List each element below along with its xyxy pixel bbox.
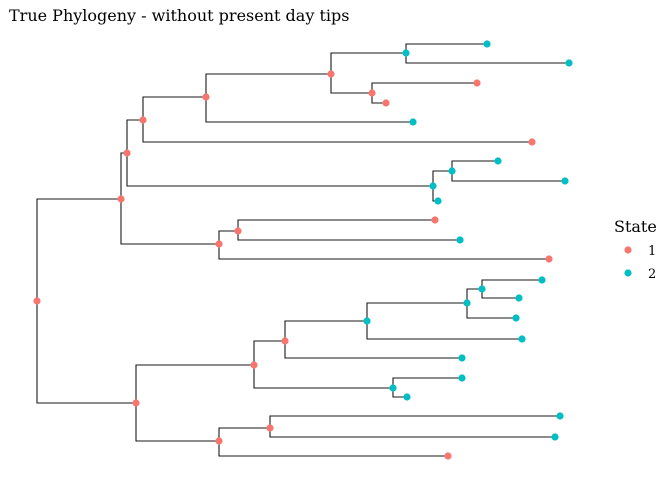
tip-node <box>518 335 526 343</box>
branch <box>218 441 448 457</box>
branch <box>142 120 532 143</box>
internal-node <box>202 93 210 101</box>
tip-node <box>538 276 546 284</box>
branch <box>466 288 482 303</box>
tree-branches <box>36 43 569 457</box>
tip-node <box>483 40 491 48</box>
branch <box>135 364 254 403</box>
branch <box>269 428 555 438</box>
branch <box>451 160 498 171</box>
branch <box>253 340 285 365</box>
tip-node <box>494 157 502 165</box>
tip-node <box>515 294 523 302</box>
branch <box>284 341 462 359</box>
internal-node <box>463 299 471 307</box>
internal-node <box>33 297 41 305</box>
internal-node <box>281 337 289 345</box>
tip-node <box>458 354 466 362</box>
tip-node <box>431 216 439 224</box>
branch <box>405 53 569 64</box>
figure-title: True Phylogeny - without present day tip… <box>9 6 349 25</box>
internal-node <box>123 149 131 157</box>
internal-node <box>389 384 397 392</box>
internal-node <box>266 424 274 432</box>
internal-node <box>215 240 223 248</box>
branch <box>205 73 331 97</box>
internal-node <box>448 167 456 175</box>
legend-title: State <box>614 217 657 236</box>
branch <box>269 415 560 428</box>
tip-node <box>382 99 390 107</box>
internal-node <box>363 317 371 325</box>
branch <box>451 171 565 182</box>
legend: State 1 2 <box>614 217 657 282</box>
branch <box>466 303 516 319</box>
branch <box>481 279 542 289</box>
branch <box>126 153 433 187</box>
tip-node <box>556 412 564 420</box>
internal-node <box>117 195 125 203</box>
tip-node <box>403 393 411 401</box>
tip-node <box>473 79 481 87</box>
legend-label-state-2: 2 <box>648 267 656 282</box>
tip-node <box>434 197 442 205</box>
tip-node <box>512 314 520 322</box>
branch <box>126 119 143 153</box>
branch <box>330 52 406 74</box>
legend-swatch-state-2 <box>624 269 632 277</box>
internal-node <box>215 437 223 445</box>
tip-node <box>528 138 536 146</box>
branch <box>366 302 467 321</box>
branch <box>392 377 462 388</box>
tip-node <box>551 433 559 441</box>
internal-node <box>139 116 147 124</box>
legend-label-state-1: 1 <box>648 244 656 259</box>
branch <box>218 230 238 244</box>
legend-swatch-state-1 <box>624 246 632 254</box>
tip-node <box>444 452 452 460</box>
tip-node <box>458 374 466 382</box>
branch <box>237 231 460 241</box>
branch <box>481 289 519 299</box>
internal-node <box>234 227 242 235</box>
branch <box>36 301 136 404</box>
internal-node <box>132 399 140 407</box>
branch <box>253 365 393 389</box>
internal-node <box>478 285 486 293</box>
branch <box>120 199 219 245</box>
branch <box>205 97 413 123</box>
branch <box>120 152 127 199</box>
branch <box>366 321 522 340</box>
tip-node <box>565 59 573 67</box>
branch <box>142 96 206 120</box>
internal-node <box>327 70 335 78</box>
internal-node <box>402 49 410 57</box>
branch <box>432 170 452 186</box>
tip-node <box>561 177 569 185</box>
branch <box>405 43 487 53</box>
branch <box>284 320 367 341</box>
branch <box>218 244 549 260</box>
branch <box>237 219 435 231</box>
tip-node <box>545 255 553 263</box>
branch <box>135 403 219 442</box>
branch <box>330 74 372 94</box>
tip-node <box>409 118 417 126</box>
internal-node <box>429 182 437 190</box>
branch <box>371 82 477 93</box>
branch <box>218 427 270 441</box>
tree-nodes <box>33 40 573 460</box>
internal-node <box>368 89 376 97</box>
branch <box>36 198 121 301</box>
internal-node <box>250 361 258 369</box>
tip-node <box>456 236 464 244</box>
